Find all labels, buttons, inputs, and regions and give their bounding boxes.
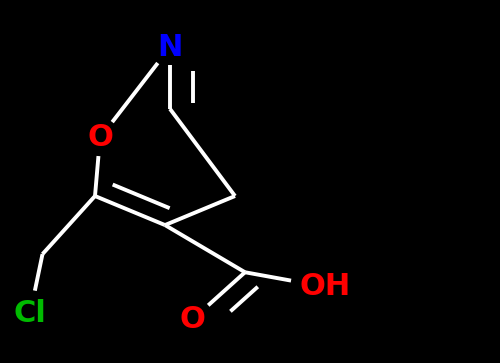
Text: O: O: [180, 305, 206, 334]
Text: OH: OH: [300, 272, 350, 301]
Text: O: O: [87, 123, 113, 152]
Text: N: N: [158, 33, 182, 62]
Text: Cl: Cl: [14, 299, 46, 329]
